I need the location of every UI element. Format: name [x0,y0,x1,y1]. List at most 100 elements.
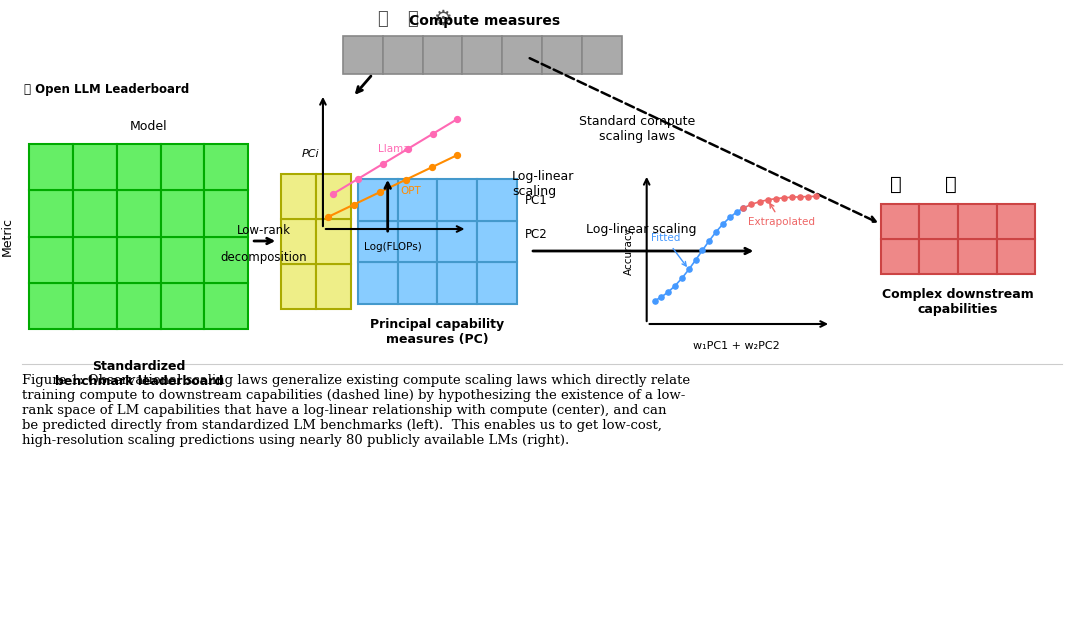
Point [767,194,784,204]
Bar [382,36,422,74]
Text: Figure 1: Observational scaling laws generalize existing compute scaling laws wh: Figure 1: Observational scaling laws gen… [22,374,690,447]
Point [673,273,690,283]
Point [808,191,825,201]
Point [707,227,725,237]
Text: 🤖: 🤖 [890,174,902,194]
Point [728,207,745,217]
Bar [281,219,316,264]
Bar [477,262,517,304]
Bar [502,36,542,74]
Bar [881,204,919,239]
Bar [117,144,161,190]
Text: 🧮: 🧮 [945,174,957,194]
Text: Extrapolated: Extrapolated [747,204,814,227]
Text: PC1: PC1 [525,194,548,208]
Bar [422,36,462,74]
Point [320,212,337,222]
Point [721,213,739,223]
Point [734,203,752,213]
Point [372,187,389,198]
Point [751,197,768,207]
Bar [117,237,161,283]
Text: Low-rank: Low-rank [238,225,292,238]
Bar [919,204,958,239]
Bar [397,221,437,262]
Text: Model: Model [130,120,167,133]
Text: Standard compute
scaling laws: Standard compute scaling laws [579,115,694,143]
Text: Log-linear scaling: Log-linear scaling [586,223,697,235]
Point [714,219,731,229]
Point [743,199,760,209]
Text: w₁PC1 + w₂PC2: w₁PC1 + w₂PC2 [693,341,780,351]
Bar [316,174,351,219]
Bar [316,264,351,309]
Bar [397,179,437,221]
Point [775,192,793,203]
Bar [342,36,382,74]
Bar [437,179,477,221]
Bar [919,239,958,274]
Text: PC2: PC2 [525,228,548,240]
Point [759,195,777,205]
Bar [958,239,997,274]
Text: 🗄: 🗄 [407,10,418,28]
Bar [281,264,316,309]
Point [734,203,752,213]
Point [399,144,416,154]
Bar [29,283,73,329]
Bar [161,283,204,329]
Bar [29,190,73,237]
Bar [958,204,997,239]
Bar [357,221,397,262]
Point [693,245,711,255]
Point [449,150,467,160]
Bar [477,221,517,262]
Text: Principal capability
measures (PC): Principal capability measures (PC) [370,318,504,346]
Bar [117,283,161,329]
Text: Standardized
benchmark leaderboard: Standardized benchmark leaderboard [54,360,222,388]
Bar [281,174,316,219]
Bar [397,262,437,304]
Point [680,264,698,274]
Bar [73,144,117,190]
Bar [997,239,1035,274]
Text: PCi: PCi [302,149,320,159]
Bar [881,239,919,274]
Bar [462,36,502,74]
Bar [204,190,248,237]
Text: ⬛: ⬛ [377,10,388,28]
Bar [357,262,397,304]
Text: ⚙: ⚙ [433,9,451,29]
Bar [161,190,204,237]
Text: Log(FLOPs): Log(FLOPs) [364,242,421,252]
Text: Log-linear
scaling: Log-linear scaling [512,170,575,198]
Text: Complex downstream
capabilities: Complex downstream capabilities [882,288,1034,316]
Bar [161,237,204,283]
Bar [73,237,117,283]
Bar [29,144,73,190]
Point [423,162,441,172]
Point [660,287,677,297]
Bar [437,221,477,262]
Text: decomposition: decomposition [220,250,308,264]
Point [666,281,684,291]
Point [799,191,816,201]
Point [652,292,670,302]
Point [701,236,718,246]
Point [324,189,341,199]
Point [792,192,809,202]
Bar [73,190,117,237]
Point [349,174,366,184]
Bar [437,262,477,304]
Bar [161,144,204,190]
Point [449,114,467,124]
Bar [316,219,351,264]
Bar [204,237,248,283]
Point [783,192,800,203]
Bar [357,179,397,221]
Point [397,175,415,185]
Point [687,255,704,265]
Bar [29,237,73,283]
Point [646,296,663,306]
Point [374,159,391,169]
